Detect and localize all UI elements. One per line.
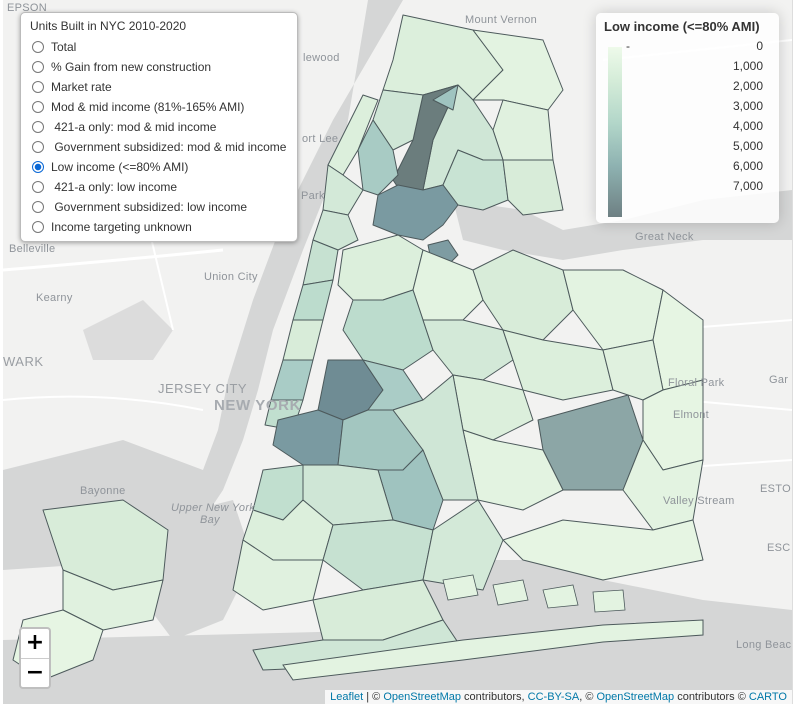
layer-option-unknown[interactable]: Income targeting unknown (27, 217, 291, 237)
place-label: lewood (303, 52, 340, 64)
attribution-text: , © (579, 691, 597, 703)
legend-title: Low income (<=80% AMI) (604, 19, 760, 34)
layer-option-label: Total (51, 40, 77, 54)
place-label: Belleville (9, 243, 56, 255)
layer-option-label: Low income (<=80% AMI) (51, 160, 189, 174)
place-label: Mount Vernon (465, 14, 538, 26)
place-label: Valley Stream (663, 495, 735, 507)
legend: Low income (<=80% AMI) - 0 1,000 2,000 3… (596, 13, 779, 223)
place-label: Elmont (673, 409, 710, 421)
radio-button[interactable] (32, 81, 44, 93)
layer-option-label: Income targeting unknown (51, 220, 192, 234)
layer-option-pct-gain[interactable]: % Gain from new construction (27, 57, 291, 77)
place-label: Union City (204, 271, 258, 283)
place-label: JERSEY CITY (158, 381, 248, 396)
radio-button[interactable] (32, 221, 44, 233)
legend-tick-label: 0 (756, 39, 763, 53)
layer-option-low-income[interactable]: Low income (<=80% AMI) (27, 157, 291, 177)
osm-link[interactable]: OpenStreetMap (383, 691, 461, 703)
place-label: Park (301, 190, 325, 202)
radio-button[interactable] (32, 101, 44, 113)
layer-option-421a-mod-mid[interactable]: 421-a only: mod & mid income (27, 117, 291, 137)
attribution-text: contributors, (461, 691, 528, 703)
layer-option-gov-mod-mid[interactable]: Government subsidized: mod & mid income (27, 137, 291, 157)
layer-option-label: Government subsidized: mod & mid income (51, 140, 287, 154)
district-shape (502, 329, 614, 401)
layer-option-label: 421-a only: low income (51, 180, 178, 194)
radio-button[interactable] (32, 121, 44, 133)
layer-option-gov-low[interactable]: Government subsidized: low income (27, 197, 291, 217)
place-label: WARK (3, 354, 44, 369)
layer-option-label: Market rate (51, 80, 112, 94)
place-label: Bayonne (80, 485, 126, 497)
osm-link-2[interactable]: OpenStreetMap (596, 691, 675, 703)
legend-tick-label: 4,000 (732, 119, 763, 133)
leaflet-link[interactable]: Leaflet (330, 691, 364, 703)
layer-option-mod-mid-income[interactable]: Mod & mid income (81%-165% AMI) (27, 97, 291, 117)
layer-control-title: Units Built in NYC 2010-2020 (30, 19, 187, 33)
district-shape (432, 84, 459, 111)
district-shape (312, 209, 359, 251)
place-label: ESC (767, 542, 791, 554)
zoom-control: + − (19, 627, 51, 689)
radio-button[interactable] (32, 61, 44, 73)
legend-tick-label: 2,000 (732, 79, 763, 93)
layer-option-421a-low[interactable]: 421-a only: low income (27, 177, 291, 197)
radio-button[interactable] (32, 181, 44, 193)
place-label: NEW YORK (214, 397, 302, 414)
radio-button[interactable] (32, 201, 44, 213)
map-container[interactable]: EPSON Mount Vernon lewood ort Lee Park B… (3, 0, 793, 704)
place-label: Gar (769, 374, 789, 386)
district-shape (422, 319, 514, 381)
legend-tick-mark: - (626, 39, 630, 53)
place-label: EPSON (7, 2, 48, 14)
district-shape (322, 164, 364, 216)
district-shape (372, 184, 459, 241)
attribution-text: | © (363, 691, 384, 703)
district-shape (492, 99, 554, 161)
carto-link[interactable]: CARTO (748, 691, 787, 703)
radio-button[interactable] (32, 141, 44, 153)
legend-tick-label: 6,000 (732, 159, 763, 173)
place-label: Kearny (36, 292, 73, 304)
legend-tick-label: 1,000 (732, 59, 763, 73)
radio-button-selected[interactable] (32, 161, 44, 173)
place-label: Upper New York (171, 502, 256, 514)
layer-control: Units Built in NYC 2010-2020 Total % Gai… (20, 12, 298, 242)
attribution-text: contributors © (674, 691, 749, 703)
layer-option-label: % Gain from new construction (51, 60, 212, 74)
layer-option-label: Mod & mid income (81%-165% AMI) (51, 100, 245, 114)
layer-option-total[interactable]: Total (27, 37, 291, 57)
cc-by-sa-link[interactable]: CC-BY-SA (527, 691, 580, 703)
place-label: ort Lee (302, 133, 339, 145)
place-label: Floral Park (668, 377, 725, 389)
attribution: Leaflet | © OpenStreetMap contributors, … (325, 690, 792, 704)
district-shape (502, 519, 704, 581)
legend-tick-label: 5,000 (732, 139, 763, 153)
zoom-in-button[interactable]: + (21, 629, 49, 659)
place-label: Bay (200, 514, 220, 526)
place-label: ESTO (760, 483, 791, 495)
zoom-out-button[interactable]: − (25, 660, 45, 685)
radio-button[interactable] (32, 41, 44, 53)
place-label: Great Neck (635, 231, 694, 243)
legend-color-ramp (608, 47, 622, 217)
district-shape (502, 159, 564, 216)
district-shape (422, 499, 504, 591)
layer-option-label: 421-a only: mod & mid income (51, 120, 217, 134)
layer-option-market-rate[interactable]: Market rate (27, 77, 291, 97)
layer-option-label: Government subsidized: low income (51, 200, 248, 214)
district-shape (372, 89, 424, 151)
legend-tick-label: 3,000 (732, 99, 763, 113)
legend-tick-label: 7,000 (732, 179, 763, 193)
district-shape (472, 249, 574, 341)
place-label: Long Beach (736, 639, 793, 651)
